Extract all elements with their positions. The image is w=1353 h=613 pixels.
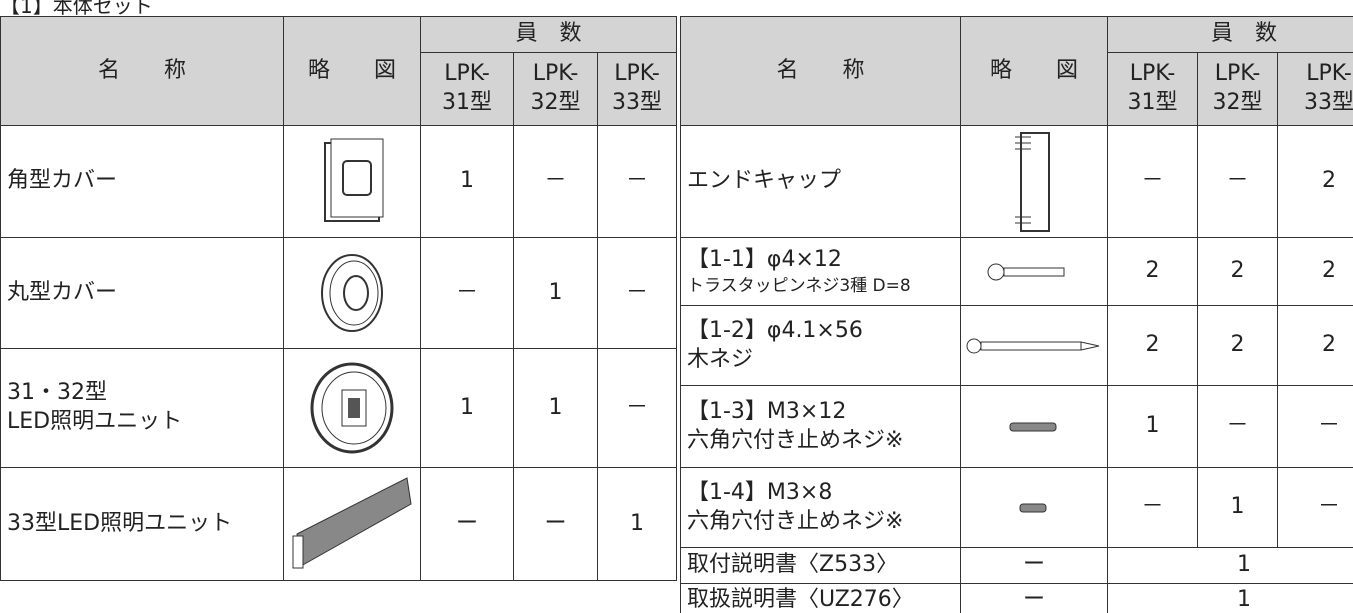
diagram (283, 467, 421, 581)
count: 1 (1197, 467, 1278, 548)
diagram (960, 467, 1108, 548)
item-name: 【1-2】φ4.1×56 木ネジ (680, 305, 961, 386)
item-name: 31・32型 LED照明ユニット (0, 348, 284, 468)
item-name-text: エンドキャップ (687, 168, 842, 194)
count: 2 (1276, 125, 1353, 238)
item-name: 取扱説明書〈UZ276〉 (680, 583, 961, 613)
header-diagram: 略 図 (283, 16, 421, 126)
item-name-text: 丸型カバー (7, 279, 118, 305)
diagram (283, 237, 421, 349)
diagram (283, 348, 421, 468)
item-name-text: 【1-3】M3×12 六角穴付き止めネジ※ (687, 398, 904, 453)
header-row: LPK- 31型 LPK- 32型 LPK- 33型 (1, 52, 678, 126)
count: 2 (1107, 305, 1198, 386)
count: 2 (1276, 305, 1353, 386)
diagram (960, 237, 1108, 306)
item-name-text: 【1-1】φ4×12 (687, 247, 842, 273)
row: エンドキャップ－－ 2 (680, 125, 1353, 238)
diagram (960, 125, 1108, 238)
count: － (1197, 125, 1278, 238)
count: － (513, 125, 598, 238)
count: － (1107, 467, 1198, 548)
count: 2 (1107, 237, 1198, 306)
row: 【1-1】φ4×12 トラスタッピンネジ3種 D=8 2 2 2 (680, 237, 1353, 306)
header-count: 員 数 (1106, 16, 1353, 53)
count: 1 (513, 237, 598, 349)
count: 2 (1276, 237, 1353, 306)
item-name-text: 33型LED照明ユニット (7, 510, 233, 536)
item-name: 【1-1】φ4×12 トラスタッピンネジ3種 D=8 (680, 237, 961, 306)
header-model: LPK- 32型 (513, 52, 598, 126)
count: 2 (1197, 305, 1278, 386)
row: 角型カバー 1 －－ (0, 125, 678, 238)
count: 1 (596, 467, 678, 581)
count: 1 (420, 125, 514, 238)
row: 取扱説明書〈UZ276〉 ー 1 (680, 583, 1353, 613)
count: － (420, 237, 514, 349)
count: 1 (1106, 583, 1353, 613)
row: 丸型カバー － 1 － (0, 237, 678, 349)
item-name: 取付説明書〈Z533〉 (680, 547, 961, 584)
row: 取付説明書〈Z533〉 ー 1 (680, 547, 1353, 584)
header-row: 名 称略 図員 数 (0, 16, 678, 126)
count: 1 (1107, 385, 1198, 468)
count: － (1276, 385, 1353, 468)
count: － (596, 348, 678, 468)
item-name: 【1-3】M3×12 六角穴付き止めネジ※ (680, 385, 961, 468)
item-name: 33型LED照明ユニット (0, 467, 284, 581)
header-name: 名 称 (0, 16, 284, 126)
header-row: 名 称略 図員 数 (680, 16, 1353, 126)
diagram (960, 305, 1108, 386)
row: 33型LED照明ユニット ーー 1 (0, 467, 678, 581)
count: － (596, 125, 678, 238)
header-model: LPK- 33型 (1276, 52, 1353, 126)
item-name: 丸型カバー (0, 237, 284, 349)
count: 1 (420, 348, 514, 468)
item-name-text: 31・32型 LED照明ユニット (7, 380, 183, 434)
row: 【1-3】M3×12 六角穴付き止めネジ※ 1 －－ (680, 385, 1353, 468)
header-count: 員 数 (419, 16, 678, 53)
count: 2 (1197, 237, 1278, 306)
diagram (960, 385, 1108, 468)
row: 【1-2】φ4.1×56 木ネジ 2 2 2 (680, 305, 1353, 386)
title: 【1】本体セット (0, 0, 153, 18)
count: － (596, 237, 678, 349)
item-name-text: 取付説明書〈Z533〉 (687, 552, 899, 578)
diagram: ー (960, 547, 1108, 584)
item-name-text: 【1-4】M3×8 六角穴付き止めネジ※ (687, 479, 904, 534)
item-name-text: 取扱説明書〈UZ276〉 (687, 586, 914, 612)
header-name: 名 称 (680, 16, 961, 126)
left-table: 名 称略 図員 数 LPK- 31型 LPK- 32型 LPK- 33型 角型カバー 1 －… (0, 16, 678, 581)
count: － (1197, 385, 1278, 468)
diagram (283, 125, 421, 238)
count: ー (420, 467, 514, 581)
item-name: 角型カバー (0, 125, 284, 238)
header-model: LPK- 31型 (420, 52, 514, 126)
right-table: 名 称略 図員 数 LPK- 31型 LPK- 32型 LPK- 33型エンドキャップ… (680, 16, 1353, 613)
header-diagram: 略 図 (960, 16, 1108, 126)
header-model: LPK- 31型 (1107, 52, 1198, 126)
header-row: LPK- 31型 LPK- 32型 LPK- 33型 (681, 52, 1353, 126)
diagram: ー (960, 583, 1108, 613)
item-note: トラスタッピンネジ3種 D=8 (687, 275, 911, 296)
count: － (1107, 125, 1198, 238)
header-model: LPK- 32型 (1197, 52, 1278, 126)
item-name-text: 【1-2】φ4.1×56 木ネジ (687, 317, 863, 372)
row: 【1-4】M3×8 六角穴付き止めネジ※ － 1 － (680, 467, 1353, 548)
item-name: エンドキャップ (680, 125, 961, 238)
row: 31・32型 LED照明ユニット 1 1 － (0, 348, 678, 468)
header-model: LPK- 33型 (596, 52, 678, 126)
item-name-text: 角型カバー (7, 168, 118, 194)
count: 1 (513, 348, 598, 468)
count: － (1276, 467, 1353, 548)
count: ー (513, 467, 598, 581)
count: 1 (1106, 547, 1353, 584)
item-name: 【1-4】M3×8 六角穴付き止めネジ※ (680, 467, 961, 548)
